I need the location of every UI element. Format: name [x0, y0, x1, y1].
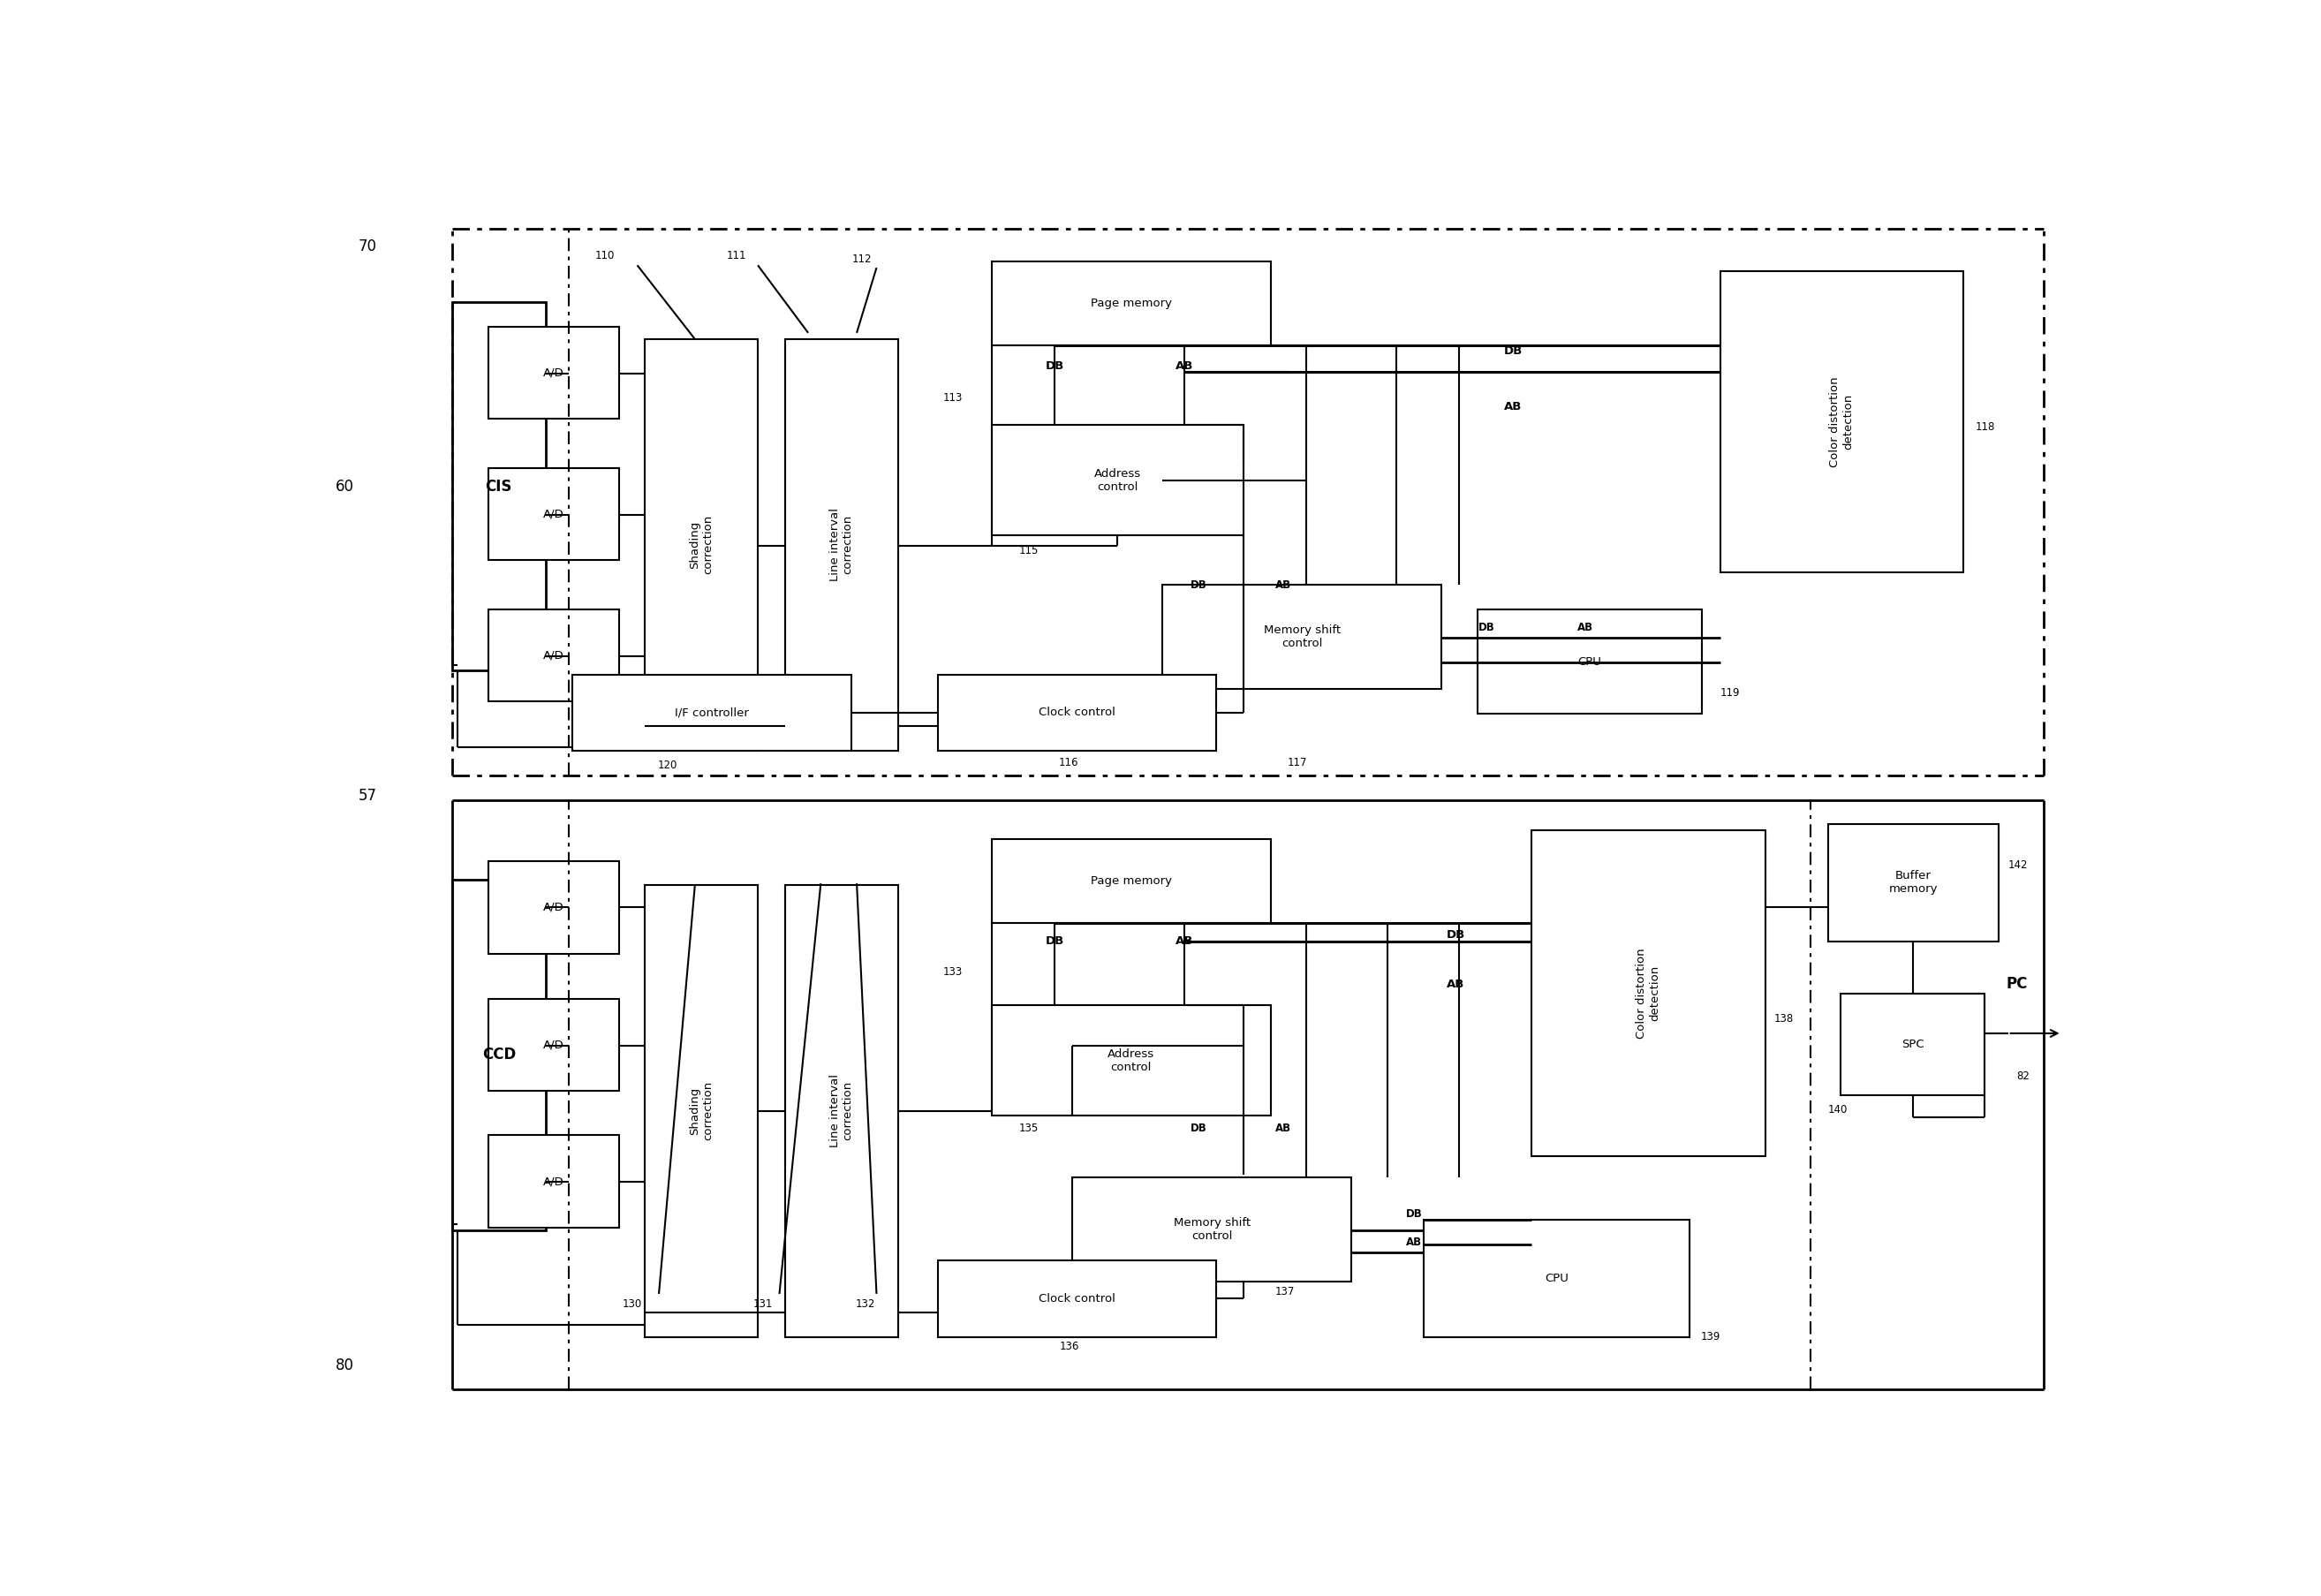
Text: 138: 138: [1773, 1013, 1794, 1025]
FancyBboxPatch shape: [1841, 994, 1984, 1095]
Text: Clock control: Clock control: [1040, 707, 1116, 718]
Text: AB: AB: [1274, 1122, 1290, 1133]
FancyBboxPatch shape: [784, 884, 898, 1337]
Text: Memory shift
control: Memory shift control: [1174, 1218, 1251, 1242]
FancyBboxPatch shape: [453, 302, 545, 670]
FancyBboxPatch shape: [487, 1135, 620, 1227]
Text: 136: 136: [1058, 1341, 1079, 1352]
FancyBboxPatch shape: [1072, 1178, 1351, 1282]
Text: 70: 70: [357, 239, 376, 255]
Text: A/D: A/D: [543, 650, 564, 661]
Text: Shading
correction: Shading correction: [689, 1080, 713, 1141]
Text: DB: DB: [1478, 622, 1495, 634]
FancyBboxPatch shape: [1829, 825, 1998, 942]
Text: DB: DB: [1044, 361, 1063, 372]
Text: A/D: A/D: [543, 1176, 564, 1187]
Text: AB: AB: [1174, 935, 1193, 946]
Text: 130: 130: [622, 1298, 641, 1309]
Text: Address
control: Address control: [1107, 1049, 1154, 1073]
Text: 113: 113: [942, 393, 963, 404]
Text: 110: 110: [594, 249, 615, 262]
Text: A/D: A/D: [543, 367, 564, 378]
Text: 135: 135: [1019, 1122, 1037, 1133]
FancyBboxPatch shape: [573, 675, 852, 750]
FancyBboxPatch shape: [991, 839, 1270, 922]
Text: I/F controller: I/F controller: [675, 707, 750, 718]
FancyBboxPatch shape: [938, 675, 1216, 750]
FancyBboxPatch shape: [991, 262, 1270, 345]
Text: 117: 117: [1288, 757, 1307, 769]
Text: PC: PC: [2005, 977, 2029, 993]
Text: AB: AB: [1174, 361, 1193, 372]
FancyBboxPatch shape: [938, 1261, 1216, 1337]
FancyBboxPatch shape: [1423, 1219, 1690, 1337]
Text: Buffer
memory: Buffer memory: [1889, 870, 1938, 895]
FancyBboxPatch shape: [784, 338, 898, 750]
Text: DB: DB: [1504, 346, 1523, 358]
Text: 140: 140: [1829, 1104, 1848, 1116]
Text: 137: 137: [1274, 1286, 1295, 1298]
FancyBboxPatch shape: [453, 879, 545, 1231]
Text: DB: DB: [1191, 579, 1207, 591]
FancyBboxPatch shape: [991, 1005, 1270, 1116]
Text: 80: 80: [334, 1357, 353, 1373]
Text: DB: DB: [1191, 1122, 1207, 1133]
FancyBboxPatch shape: [991, 425, 1244, 536]
Text: 119: 119: [1720, 688, 1741, 699]
Text: Line interval
correction: Line interval correction: [829, 1074, 854, 1148]
Text: CIS: CIS: [485, 479, 513, 495]
Text: 111: 111: [726, 249, 745, 262]
Text: Shading
correction: Shading correction: [689, 516, 713, 575]
FancyBboxPatch shape: [487, 862, 620, 953]
Text: CCD: CCD: [483, 1047, 515, 1063]
FancyBboxPatch shape: [487, 999, 620, 1092]
FancyBboxPatch shape: [487, 610, 620, 702]
Text: 82: 82: [2017, 1071, 2031, 1082]
FancyBboxPatch shape: [1532, 830, 1764, 1156]
Text: 57: 57: [357, 788, 376, 804]
Text: 133: 133: [942, 966, 963, 978]
Text: CPU: CPU: [1578, 656, 1601, 667]
Text: 139: 139: [1701, 1331, 1720, 1342]
Text: 115: 115: [1019, 544, 1037, 555]
Text: 116: 116: [1058, 757, 1079, 769]
Text: 112: 112: [852, 254, 873, 265]
Text: 118: 118: [1975, 421, 1996, 433]
Text: AB: AB: [1504, 401, 1523, 412]
Text: AB: AB: [1407, 1237, 1423, 1248]
FancyBboxPatch shape: [487, 468, 620, 560]
Text: Page memory: Page memory: [1091, 297, 1172, 310]
Text: CPU: CPU: [1543, 1272, 1569, 1285]
Text: Address
control: Address control: [1093, 468, 1142, 493]
Text: Memory shift
control: Memory shift control: [1263, 624, 1342, 650]
Text: Clock control: Clock control: [1040, 1293, 1116, 1304]
Text: A/D: A/D: [543, 509, 564, 520]
Text: 60: 60: [334, 479, 353, 495]
FancyBboxPatch shape: [645, 338, 757, 750]
FancyBboxPatch shape: [487, 327, 620, 418]
Text: Line interval
correction: Line interval correction: [829, 508, 854, 581]
Text: SPC: SPC: [1901, 1039, 1924, 1050]
FancyBboxPatch shape: [1478, 610, 1701, 713]
FancyBboxPatch shape: [1163, 584, 1441, 689]
Text: AB: AB: [1446, 978, 1465, 990]
Text: A/D: A/D: [543, 1039, 564, 1050]
FancyBboxPatch shape: [1720, 271, 1964, 573]
FancyBboxPatch shape: [645, 884, 757, 1337]
Text: 132: 132: [856, 1298, 875, 1309]
Text: AB: AB: [1578, 622, 1592, 634]
Text: DB: DB: [1407, 1208, 1423, 1219]
Text: DB: DB: [1446, 929, 1465, 940]
Text: 142: 142: [2008, 859, 2029, 871]
Text: Color distortion
detection: Color distortion detection: [1829, 377, 1854, 468]
Text: A/D: A/D: [543, 902, 564, 913]
Text: DB: DB: [1044, 935, 1063, 946]
Text: AB: AB: [1274, 579, 1290, 591]
Text: 131: 131: [754, 1298, 773, 1309]
Text: Color distortion
detection: Color distortion detection: [1636, 948, 1660, 1039]
Text: 120: 120: [657, 760, 678, 771]
Text: Page memory: Page memory: [1091, 875, 1172, 887]
